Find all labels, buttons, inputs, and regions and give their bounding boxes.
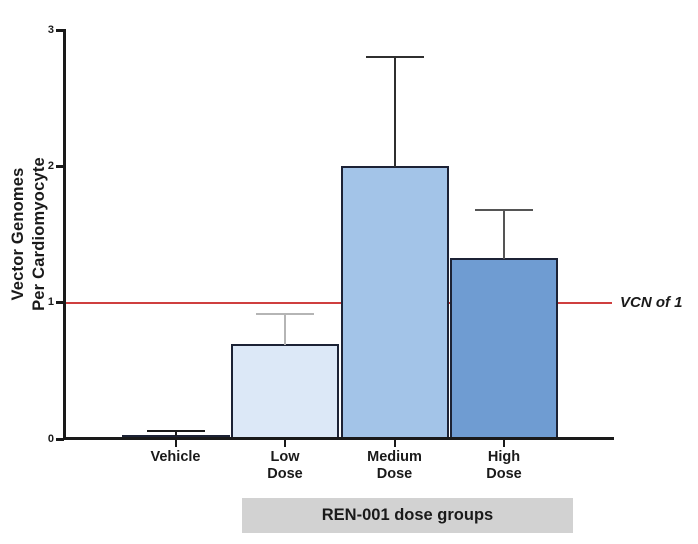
y-tick-label-0: 0 <box>47 432 54 445</box>
category-label-line: Vehicle <box>150 449 201 465</box>
category-label-medium-dose: Medium Dose <box>335 449 455 482</box>
error-bar-cap <box>146 429 205 432</box>
y-tick-label-1: 1 <box>47 296 54 309</box>
category-label-vehicle: Vehicle <box>116 449 236 466</box>
x-tick-mark <box>393 440 396 447</box>
x-axis-line <box>63 437 614 440</box>
reference-line-label: VCN of 1 <box>620 293 683 311</box>
category-label-high-dose: High Dose <box>444 449 564 482</box>
bar-high-dose <box>450 257 558 441</box>
category-label-low-dose: Low Dose <box>225 449 345 482</box>
error-bar-line <box>393 57 396 168</box>
y-tick-mark-0 <box>56 437 64 441</box>
error-bar-line <box>503 209 505 259</box>
reference-line <box>66 301 612 304</box>
error-bar-line <box>174 430 177 436</box>
x-tick-mark <box>503 440 505 447</box>
y-axis-title-line2: Per Cardiomyocyte <box>30 157 48 311</box>
y-tick-mark-1 <box>56 301 64 305</box>
category-label-line: Dose <box>267 465 303 482</box>
x-tick-mark <box>174 440 177 447</box>
y-tick-label-2: 2 <box>47 159 54 172</box>
dose-groups-label: REN-001 dose groups <box>242 498 573 533</box>
category-label-line: Dose <box>376 465 413 482</box>
error-bar-cap <box>256 312 314 315</box>
category-label-line: Low <box>270 449 300 465</box>
y-axis-line <box>63 29 66 440</box>
category-label-line: High <box>487 449 521 465</box>
category-label-line: Medium <box>367 449 422 465</box>
error-bar-cap <box>365 56 424 59</box>
bar-medium-dose <box>340 166 449 441</box>
y-axis-title: Vector Genomes Per Cardiomyocyte <box>8 86 52 382</box>
error-bar-cap <box>475 208 533 211</box>
y-tick-label-3: 3 <box>47 23 54 36</box>
bar-low-dose <box>231 343 339 441</box>
error-bar-line <box>284 313 286 345</box>
y-tick-mark-3 <box>56 28 64 32</box>
y-tick-mark-2 <box>56 164 64 168</box>
y-axis-title-line1: Vector Genomes <box>9 167 27 301</box>
category-label-line: Dose <box>486 465 522 482</box>
x-tick-mark <box>284 440 286 447</box>
